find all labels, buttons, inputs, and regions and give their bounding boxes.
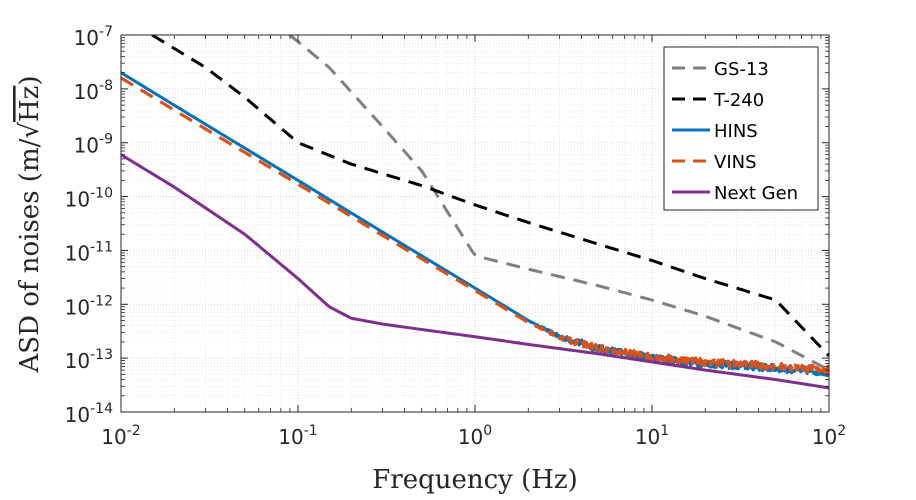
- y-tick-exponent: -8: [99, 78, 113, 94]
- y-tick-exponent: -14: [90, 401, 113, 417]
- legend-label-next-gen: Next Gen: [714, 183, 798, 204]
- y-tick-exponent: -10: [90, 186, 113, 202]
- tick-group: [120, 34, 830, 413]
- x-tick-exponent: 2: [837, 423, 846, 439]
- y-tick-label: 10-10: [65, 186, 113, 212]
- y-tick-label: 10-11: [65, 239, 113, 265]
- y-tick-label: 10-8: [74, 78, 113, 104]
- y-tick-base: 10: [65, 403, 90, 427]
- legend-label-gs-13: GS-13: [714, 59, 769, 80]
- legend-label-hins: HINS: [714, 121, 758, 142]
- y-tick-exponent: -7: [99, 24, 113, 40]
- y-tick-base: 10: [65, 188, 90, 212]
- x-tick-label: 101: [635, 423, 669, 449]
- y-tick-exponent: -13: [90, 347, 113, 363]
- x-tick-label: 100: [458, 423, 492, 449]
- y-axis-label: ASD of noises (m/√Hz): [15, 76, 45, 374]
- x-tick-label: 102: [812, 423, 846, 449]
- x-tick-label: 10-1: [278, 423, 317, 449]
- y-tick-label: 10-14: [65, 401, 113, 427]
- y-tick-base: 10: [65, 241, 90, 265]
- y-tick-label: 10-9: [74, 132, 113, 158]
- y-axis-label-radical: √: [15, 122, 45, 139]
- series-group: [121, 35, 829, 390]
- series-line-vins: [121, 76, 829, 376]
- x-tick-exponent: -1: [304, 423, 318, 439]
- y-tick-exponent: -12: [90, 293, 113, 309]
- y-axis-label-radicand: Hz: [15, 86, 45, 122]
- y-tick-label: 10-12: [65, 293, 113, 319]
- y-axis-label-suffix: ): [15, 76, 45, 86]
- y-tick-base: 10: [65, 349, 90, 373]
- y-tick-exponent: -11: [90, 239, 113, 255]
- x-tick-exponent: 1: [660, 423, 669, 439]
- legend-label-t-240: T-240: [713, 90, 764, 111]
- y-tick-base: 10: [74, 80, 99, 104]
- y-tick-label: 10-13: [65, 347, 113, 373]
- y-tick-label: 10-7: [74, 24, 113, 50]
- x-tick-exponent: 0: [483, 423, 492, 439]
- y-tick-base: 10: [65, 295, 90, 319]
- x-tick-base: 10: [278, 425, 303, 449]
- x-axis-label: Frequency (Hz): [372, 465, 578, 495]
- x-tick-base: 10: [458, 425, 483, 449]
- series-line-next-gen: [121, 153, 829, 390]
- x-tick-base: 10: [812, 425, 837, 449]
- y-axis-label-prefix: ASD of noises (m/: [15, 138, 45, 373]
- tick-labels: 10-2 10-1 100 101 10210-1410-1310-1210-1110-…: [65, 24, 847, 449]
- y-tick-base: 10: [74, 134, 99, 158]
- x-tick-base: 10: [101, 425, 126, 449]
- x-tick-label: 10-2: [101, 423, 140, 449]
- legend-label-vins: VINS: [714, 152, 757, 173]
- y-tick-base: 10: [74, 26, 99, 50]
- x-tick-base: 10: [635, 425, 660, 449]
- series-line-t-240: [151, 35, 829, 357]
- series-line-gs-13: [288, 35, 829, 372]
- x-tick-exponent: -2: [127, 423, 141, 439]
- legend: GS-13 T-240 HINS VINS Next Gen: [663, 46, 819, 211]
- y-tick-exponent: -9: [99, 132, 113, 148]
